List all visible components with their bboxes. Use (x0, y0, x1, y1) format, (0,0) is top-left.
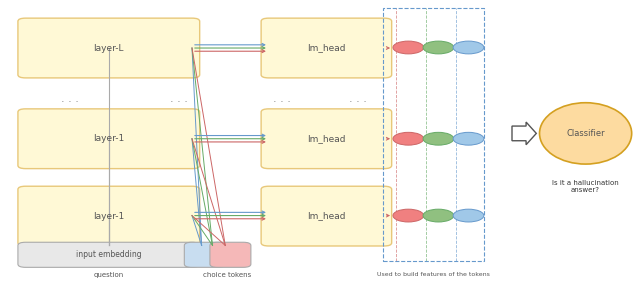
Circle shape (423, 132, 454, 145)
Circle shape (393, 209, 424, 222)
FancyBboxPatch shape (210, 242, 251, 267)
FancyBboxPatch shape (18, 242, 200, 267)
Text: layer-L: layer-L (93, 44, 124, 52)
Circle shape (393, 41, 424, 54)
Text: . . .: . . . (61, 94, 79, 104)
FancyArrow shape (512, 122, 536, 145)
FancyBboxPatch shape (261, 186, 392, 246)
Text: lm_head: lm_head (307, 44, 346, 52)
Text: . . .: . . . (273, 94, 291, 104)
Text: Classifier: Classifier (566, 129, 605, 138)
FancyBboxPatch shape (18, 186, 200, 246)
FancyBboxPatch shape (261, 109, 392, 168)
Text: question: question (93, 272, 124, 278)
Text: lm_head: lm_head (307, 134, 346, 143)
FancyBboxPatch shape (184, 242, 225, 267)
Circle shape (423, 41, 454, 54)
Circle shape (453, 209, 484, 222)
FancyBboxPatch shape (18, 18, 200, 78)
Text: Is it a hallucination
answer?: Is it a hallucination answer? (552, 180, 619, 193)
Ellipse shape (540, 103, 632, 164)
Circle shape (453, 41, 484, 54)
Text: . . .: . . . (170, 94, 188, 104)
Text: . . .: . . . (349, 94, 367, 104)
FancyBboxPatch shape (18, 109, 200, 168)
Circle shape (453, 132, 484, 145)
FancyBboxPatch shape (261, 18, 392, 78)
Text: choice tokens: choice tokens (203, 272, 252, 278)
Text: input embedding: input embedding (76, 250, 141, 259)
Circle shape (423, 209, 454, 222)
Text: layer-1: layer-1 (93, 212, 124, 221)
Circle shape (393, 132, 424, 145)
Text: lm_head: lm_head (307, 212, 346, 221)
Text: Used to build features of the tokens: Used to build features of the tokens (377, 272, 490, 277)
Text: layer-1: layer-1 (93, 134, 124, 143)
